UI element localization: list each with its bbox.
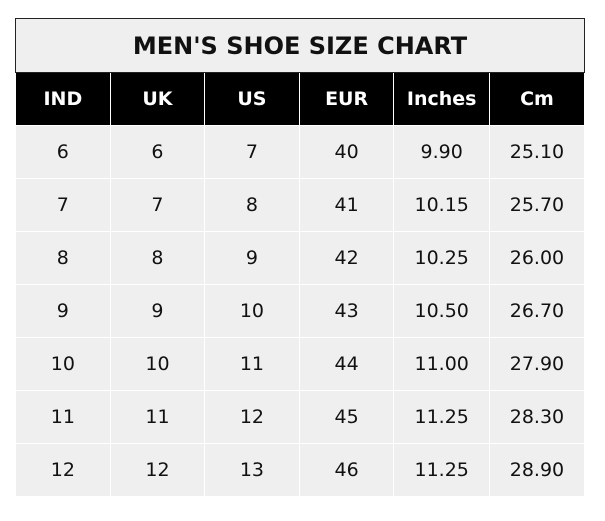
table-cell: 44 bbox=[298, 337, 395, 391]
table-cell: 12 bbox=[109, 443, 206, 497]
table-title: MEN'S SHOE SIZE CHART bbox=[15, 18, 585, 73]
table-row: 7 7 8 41 10.15 25.70 bbox=[15, 178, 586, 232]
table-cell: 8 bbox=[204, 178, 300, 232]
table-cell: 8 bbox=[109, 231, 206, 285]
table-cell: 26.70 bbox=[488, 284, 586, 338]
column-header: UK bbox=[109, 72, 206, 126]
table-cell: 7 bbox=[15, 178, 111, 232]
table-cell: 10.25 bbox=[393, 231, 490, 285]
table-cell: 9 bbox=[15, 284, 111, 338]
column-header: IND bbox=[15, 72, 111, 126]
table-cell: 11 bbox=[204, 337, 300, 391]
shoe-size-table: MEN'S SHOE SIZE CHART IND UK US EUR Inches Cm… bbox=[15, 18, 586, 497]
table-cell: 25.10 bbox=[488, 125, 586, 179]
table-cell: 26.00 bbox=[488, 231, 586, 285]
table-row: 11 11 12 45 11.25 28.30 bbox=[15, 390, 586, 444]
table-cell: 40 bbox=[298, 125, 395, 179]
table-cell: 11.25 bbox=[393, 390, 490, 444]
column-header: Inches bbox=[393, 72, 490, 126]
table-cell: 9 bbox=[109, 284, 206, 338]
table-cell: 43 bbox=[298, 284, 395, 338]
table-cell: 45 bbox=[298, 390, 395, 444]
table-cell: 25.70 bbox=[488, 178, 586, 232]
table-row: 12 12 13 46 11.25 28.90 bbox=[15, 443, 586, 497]
table-cell: 10 bbox=[204, 284, 300, 338]
column-header: US bbox=[204, 72, 300, 126]
column-header: Cm bbox=[488, 72, 586, 126]
table-row: 9 9 10 43 10.50 26.70 bbox=[15, 284, 586, 338]
table-cell: 7 bbox=[109, 178, 206, 232]
table-cell: 12 bbox=[204, 390, 300, 444]
table-cell: 27.90 bbox=[488, 337, 586, 391]
table-cell: 9.90 bbox=[393, 125, 490, 179]
table-cell: 10.15 bbox=[393, 178, 490, 232]
table-cell: 8 bbox=[15, 231, 111, 285]
header-row: IND UK US EUR Inches Cm bbox=[15, 72, 586, 126]
table-cell: 46 bbox=[298, 443, 395, 497]
table-cell: 28.90 bbox=[488, 443, 586, 497]
table-row: 6 6 7 40 9.90 25.10 bbox=[15, 125, 586, 179]
table-cell: 6 bbox=[109, 125, 206, 179]
table-cell: 11.25 bbox=[393, 443, 490, 497]
table-cell: 13 bbox=[204, 443, 300, 497]
table-cell: 7 bbox=[204, 125, 300, 179]
table-row: 8 8 9 42 10.25 26.00 bbox=[15, 231, 586, 285]
column-header: EUR bbox=[298, 72, 395, 126]
table-cell: 10.50 bbox=[393, 284, 490, 338]
table-cell: 11 bbox=[109, 390, 206, 444]
table-cell: 12 bbox=[15, 443, 111, 497]
table-cell: 11 bbox=[15, 390, 111, 444]
table-cell: 42 bbox=[298, 231, 395, 285]
table-cell: 28.30 bbox=[488, 390, 586, 444]
table-cell: 10 bbox=[109, 337, 206, 391]
table-row: 10 10 11 44 11.00 27.90 bbox=[15, 337, 586, 391]
table-cell: 41 bbox=[298, 178, 395, 232]
table-cell: 9 bbox=[204, 231, 300, 285]
table-cell: 6 bbox=[15, 125, 111, 179]
table-cell: 11.00 bbox=[393, 337, 490, 391]
table-cell: 10 bbox=[15, 337, 111, 391]
